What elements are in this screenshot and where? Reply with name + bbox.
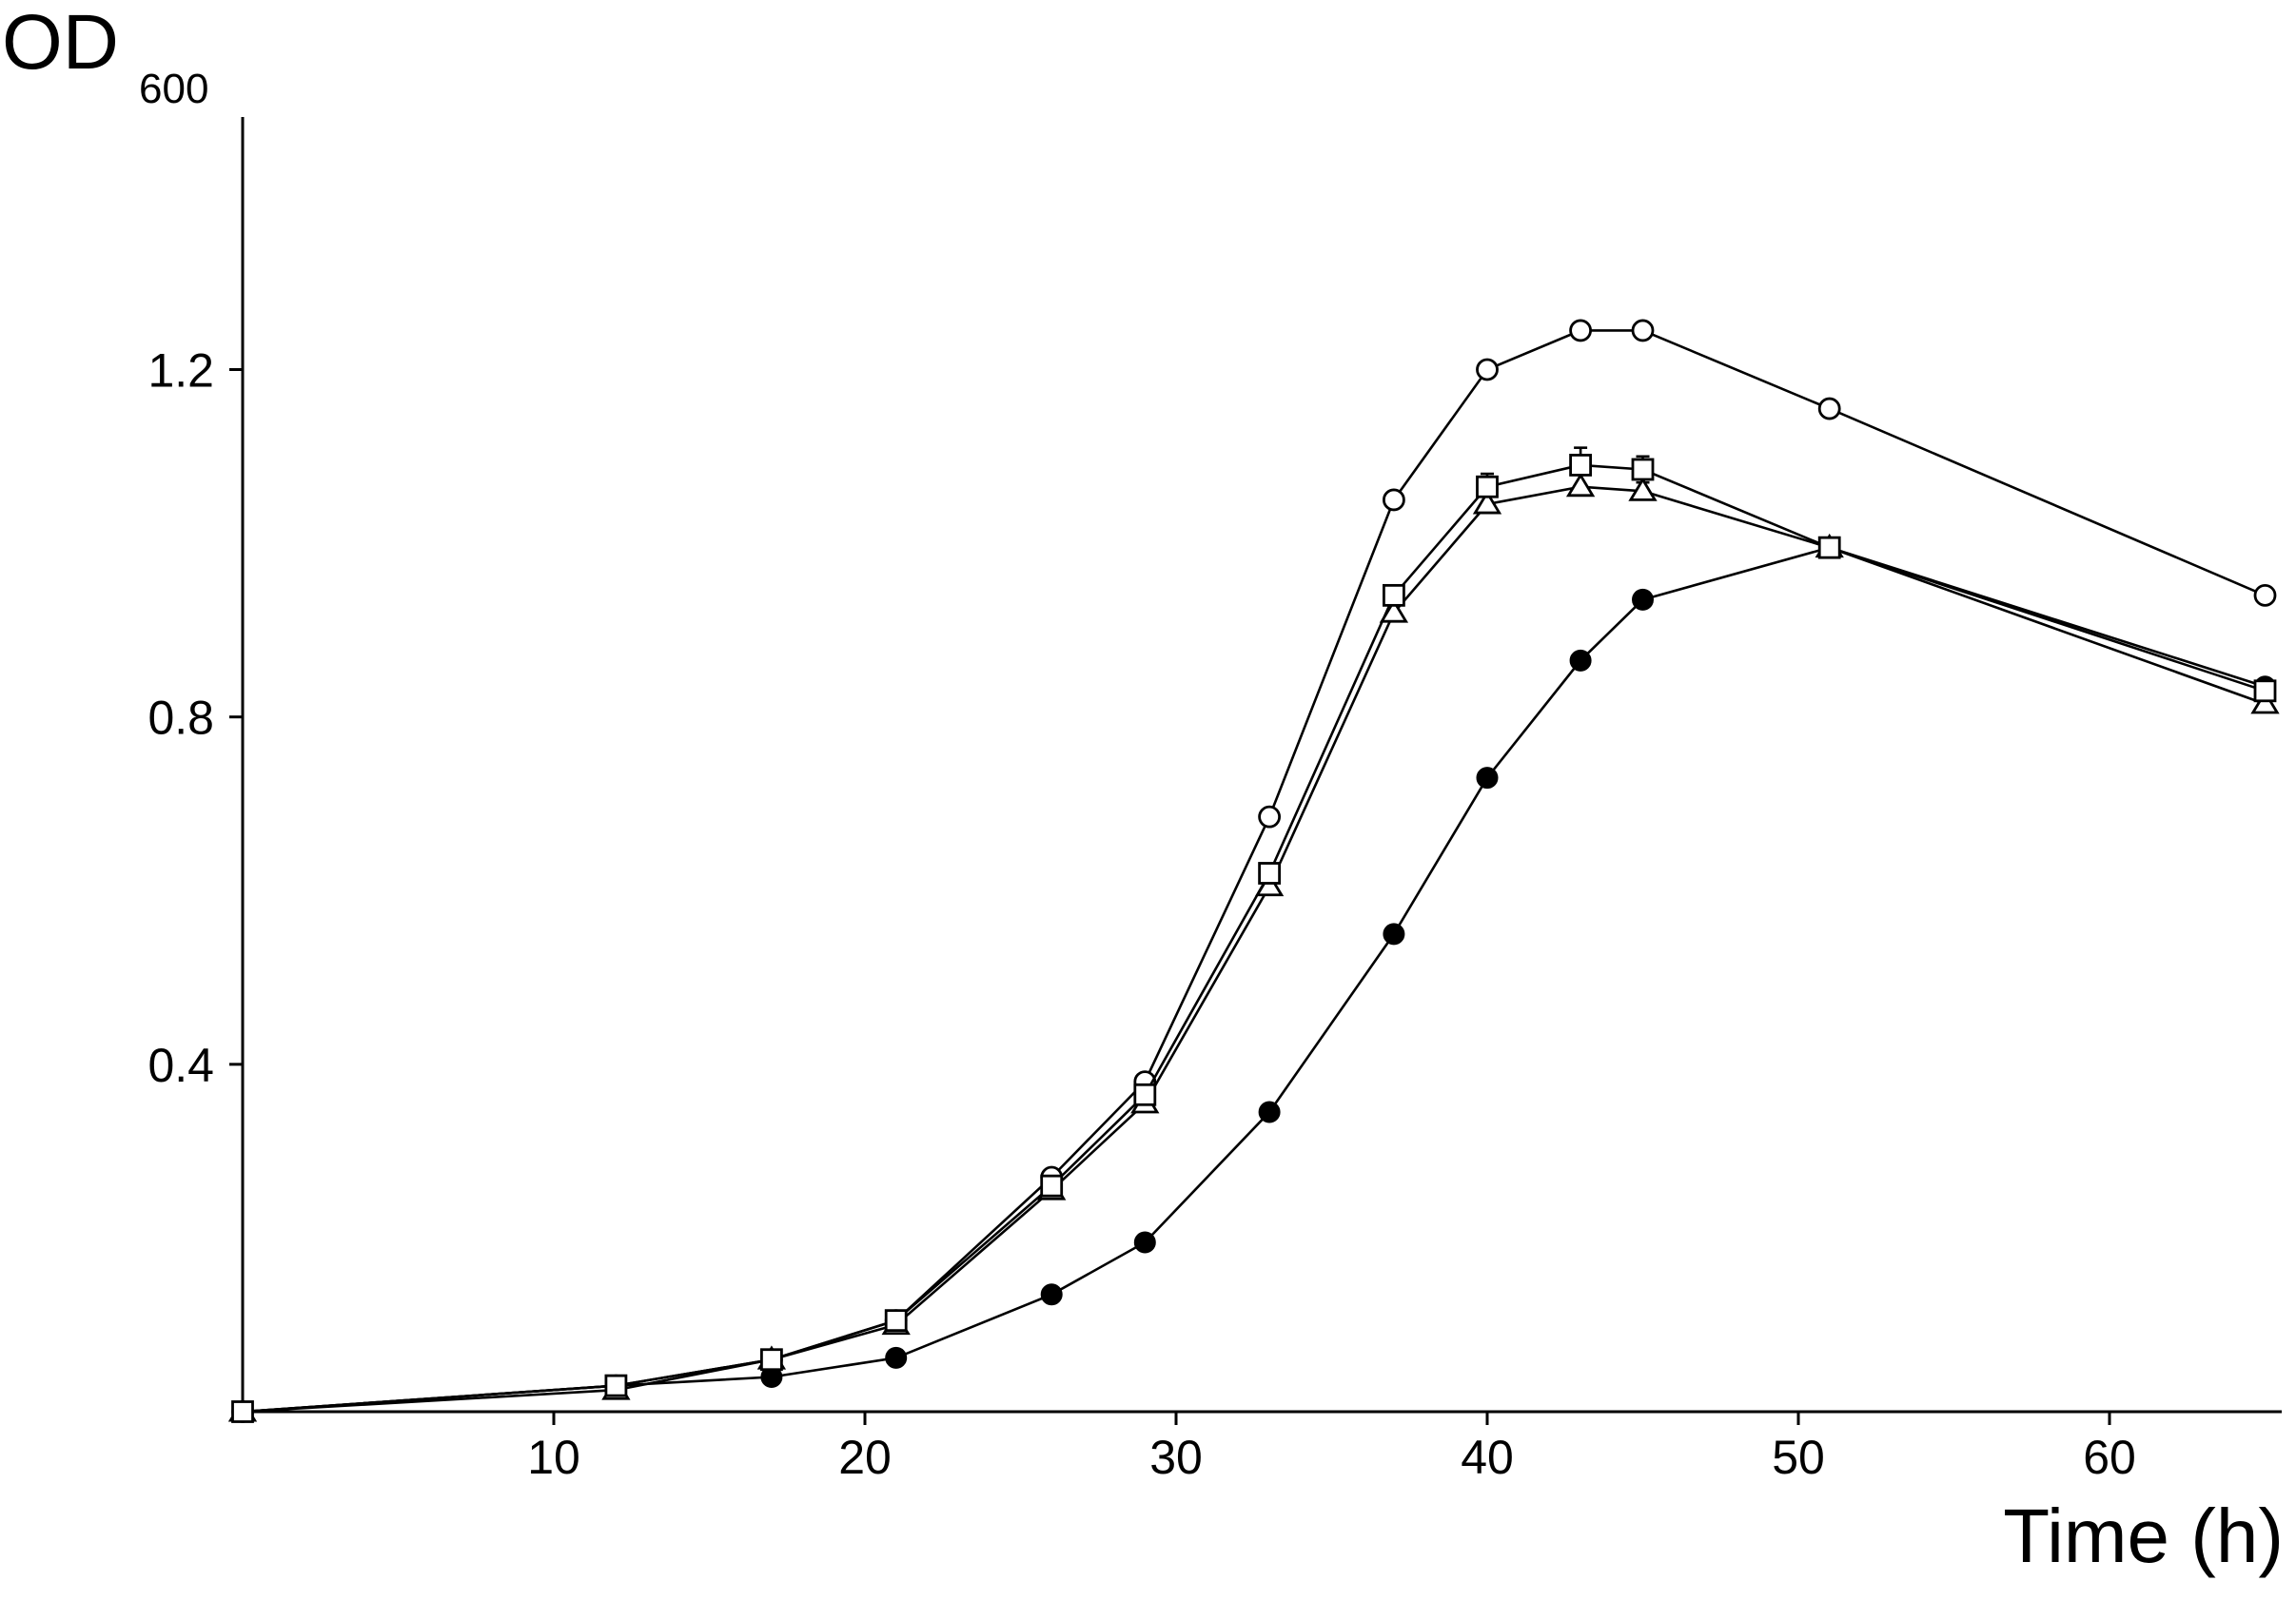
series-open-circle	[231, 319, 2277, 1423]
data-point-open-square	[1569, 454, 1592, 477]
axis-ticks: 10 20 30 40 50 60 0.4 0.8 1.2	[147, 344, 2135, 1485]
x-tick-label: 60	[2083, 1431, 2136, 1484]
data-point-open-triangle	[1472, 490, 1502, 515]
data-point-filled-circle	[1476, 767, 1499, 790]
y-axis-label: OD	[2, 0, 119, 86]
data-point-filled-circle	[1383, 923, 1405, 946]
y-axis-title: OD 600	[2, 0, 208, 112]
data-point-filled-circle	[1040, 1283, 1063, 1306]
series-line-filled-circle	[242, 546, 2266, 1414]
y-tick-label: 0.4	[147, 1039, 214, 1092]
series-line-open-triangle	[242, 485, 2266, 1414]
data-point-open-circle	[1569, 319, 1592, 342]
data-point-open-circle	[1817, 397, 1841, 420]
data-point-filled-circle	[885, 1346, 908, 1369]
x-tick-label: 10	[527, 1431, 580, 1484]
data-point-open-circle	[1383, 488, 1405, 512]
x-tick-label: 20	[838, 1431, 892, 1484]
data-point-filled-circle	[1258, 1101, 1281, 1123]
data-point-open-circle	[1258, 805, 1281, 829]
data-point-open-triangle	[1628, 477, 1658, 501]
series-filled-circle	[231, 537, 2276, 1423]
data-point-open-square	[1476, 475, 1499, 498]
series-line-open-square	[242, 463, 2266, 1414]
data-point-filled-circle	[1569, 649, 1592, 672]
data-point-open-square	[1040, 1174, 1064, 1198]
data-point-filled-circle	[1133, 1231, 1156, 1254]
data-point-open-square	[1817, 536, 1841, 559]
data-point-open-triangle	[1565, 472, 1596, 498]
x-tick-label: 50	[1772, 1431, 1825, 1484]
data-point-open-triangle	[2250, 690, 2280, 714]
data-point-open-square	[604, 1374, 628, 1397]
y-tick-label: 1.2	[147, 344, 214, 398]
data-point-open-square	[2253, 679, 2277, 703]
series-open-triangle	[227, 472, 2280, 1422]
series-open-square	[231, 446, 2277, 1423]
x-tick-label: 30	[1149, 1431, 1203, 1484]
data-point-open-square	[760, 1348, 783, 1372]
plot-area: 10 20 30 40 50 60 0.4 0.8 1.2	[147, 117, 2282, 1484]
x-tick-label: 40	[1461, 1431, 1514, 1484]
series-layer	[227, 319, 2280, 1423]
x-axis-label: Time (h)	[2003, 1494, 2284, 1578]
data-point-open-square	[231, 1400, 254, 1423]
y-tick-label: 0.8	[147, 692, 214, 745]
data-point-filled-circle	[1632, 588, 1654, 611]
series-line-open-circle	[242, 329, 2267, 1414]
data-point-open-square	[1383, 583, 1405, 607]
data-point-open-square	[884, 1309, 908, 1333]
y-axis-label-subscript: 600	[139, 66, 208, 112]
data-point-open-square	[1631, 458, 1655, 481]
data-point-open-circle	[1631, 319, 1655, 342]
data-point-open-circle	[1476, 358, 1499, 381]
data-point-open-square	[1133, 1083, 1157, 1106]
data-point-open-circle	[2253, 583, 2277, 607]
data-point-open-square	[1258, 862, 1281, 885]
